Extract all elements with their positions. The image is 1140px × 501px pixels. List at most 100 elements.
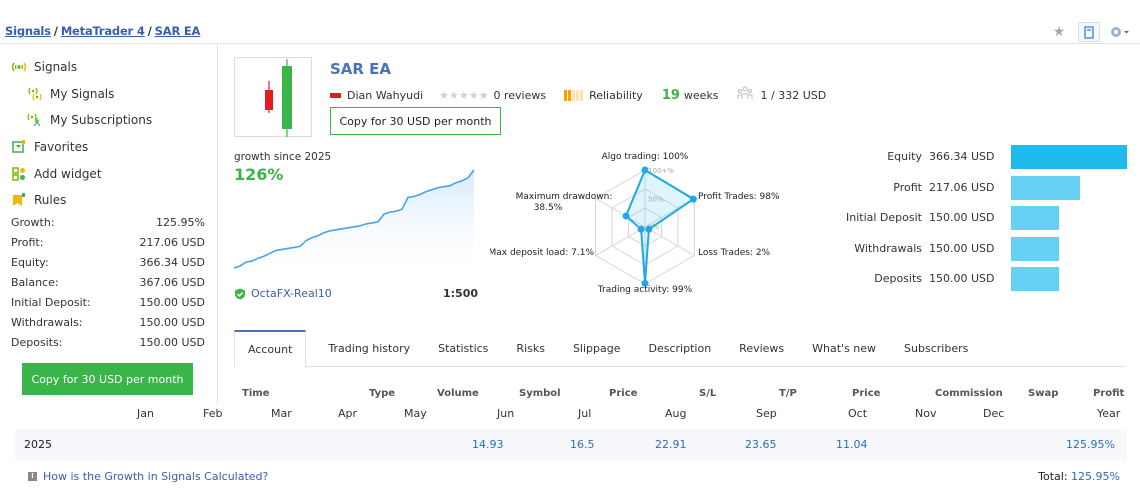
bookmark-icon[interactable] (1078, 22, 1100, 42)
tab-trading-history[interactable]: Trading history (328, 342, 411, 355)
summary-value: 150.00 USD (929, 241, 995, 255)
broker-server[interactable]: OctaFX-Real10 (234, 287, 332, 300)
sidebar-item-rules[interactable]: Rules (10, 187, 152, 214)
copy-button[interactable]: Copy for 30 USD per month (330, 107, 501, 135)
broker-name[interactable]: OctaFX-Real10 (251, 287, 332, 300)
column-header-commission: Commission (935, 388, 1003, 399)
radar-label-max-deposit-load: Max deposit load: 7.1% (490, 248, 594, 258)
radar-ring-label: 100+% (648, 167, 674, 175)
radar-area (624, 168, 696, 284)
favorites-icon (10, 139, 28, 155)
stat-value: 217.06 USD (139, 236, 206, 249)
radar-label-profit-trades: Profit Trades: 98% (698, 192, 780, 202)
subscribers-icon (737, 86, 753, 104)
gear-icon[interactable] (1108, 22, 1130, 42)
tab-subscribers[interactable]: Subscribers (904, 342, 969, 355)
column-header-swap: Swap (1028, 388, 1059, 399)
sidebar-copy-button[interactable]: Copy for 30 USD per month (22, 363, 193, 395)
month-header: Oct (848, 407, 868, 420)
column-header-type: Type (369, 388, 396, 399)
verified-shield-icon (235, 288, 245, 299)
help-link[interactable]: ! How is the Growth in Signals Calculate… (28, 470, 268, 483)
leverage: 1:500 (443, 287, 479, 300)
signal-meta: Dian Wahyudi ★★★★★ 0 reviews Reliability… (330, 86, 826, 104)
month-value-jun: 14.93 (472, 438, 504, 451)
trade-column-headers: Time Type Volume Symbol Price S/L T/P Pr… (0, 388, 1140, 402)
my-subscriptions-icon (26, 112, 44, 128)
month-header: Sep (756, 407, 777, 420)
reliability-label: Reliability (589, 88, 643, 102)
sidebar-item-my-signals[interactable]: My Signals (10, 81, 152, 108)
stat-label: Initial Deposit: (11, 296, 91, 309)
tab-description[interactable]: Description (648, 342, 712, 355)
summary-label: Deposits (874, 272, 922, 286)
stat-label: Balance: (11, 276, 59, 289)
month-header: Apr (338, 407, 358, 420)
month-header: Jan (137, 407, 154, 420)
summary-label: Equity (887, 150, 922, 163)
radar-axis (644, 226, 695, 256)
growth-area (234, 170, 474, 278)
year-row: 2025 14.93 16.5 22.91 23.65 11.04 125.95… (15, 429, 1127, 461)
month-value-oct: 11.04 (836, 438, 868, 451)
top-bar: Signals / MetaTrader 4/SAR EA ★ (0, 0, 1140, 44)
tab-statistics[interactable]: Statistics (438, 342, 489, 355)
stat-label: Equity: (11, 256, 49, 269)
column-header-time: Time (242, 388, 270, 399)
column-header-tp: T/P (779, 388, 797, 399)
sidebar-item-my-subscriptions[interactable]: My Subscriptions (10, 107, 152, 134)
summary-row-initial-deposit: Initial Deposit 150.00 USD (820, 204, 1135, 235)
stat-equity: Equity: 366.34 USD (11, 256, 205, 276)
info-icon: ! (28, 472, 37, 481)
month-header: Nov (915, 407, 937, 420)
growth-line (234, 169, 475, 269)
my-signals-icon (26, 86, 44, 102)
radar-label-maximum-drawdown-value: 38.5% (534, 203, 563, 213)
star-icon[interactable]: ★ (1052, 24, 1066, 40)
stat-value: 150.00 USD (139, 316, 206, 329)
help-link-text[interactable]: How is the Growth in Signals Calculated? (43, 470, 269, 483)
summary-bar (1011, 145, 1127, 169)
tab-reviews[interactable]: Reviews (739, 342, 785, 355)
stat-value: 150.00 USD (139, 296, 206, 309)
summary-bar (1011, 236, 1059, 261)
radar-point-algo-trading (641, 166, 649, 174)
month-headers: Jan Feb Mar Apr May Jun Jul Aug Sep Oct … (0, 407, 1140, 422)
author-link[interactable]: Dian Wahyudi (347, 88, 424, 102)
signal-title: SAR EA (330, 60, 392, 78)
breadcrumb-metatrader-4[interactable]: MetaTrader 4 (60, 24, 145, 38)
sidebar-item-signals[interactable]: Signals (10, 54, 152, 81)
growth-value: 126% (234, 165, 284, 184)
summary-bar (1011, 175, 1080, 200)
sidebar: Signals My Signals My Subscriptions Favo… (0, 44, 218, 404)
summary-label: Withdrawals (854, 241, 922, 255)
sidebar-item-favorites[interactable]: Favorites (10, 134, 152, 161)
stat-value: 367.06 USD (139, 276, 206, 289)
tab-account[interactable]: Account (234, 330, 307, 368)
radar-point-profit-trades (689, 195, 697, 203)
stat-value: 150.00 USD (139, 336, 206, 349)
signal-age: 19 weeks (662, 88, 719, 103)
breadcrumb-sar-ea[interactable]: SAR EA (154, 24, 201, 38)
breadcrumb-signals[interactable]: Signals (5, 24, 51, 38)
radar-label-loss-trades: Loss Trades: 2% (698, 248, 771, 258)
summary-bar (1011, 267, 1059, 292)
summary-value: 150.00 USD (929, 211, 995, 225)
growth-label: growth since 2025 (234, 151, 332, 163)
month-header: Year (1097, 407, 1121, 420)
sidebar-item-add-widget[interactable]: Add widget (10, 160, 152, 187)
summary-label: Initial Deposit (846, 211, 922, 225)
month-header: Aug (665, 407, 687, 420)
month-value-sep: 23.65 (745, 438, 777, 451)
sidebar-item-label: My Subscriptions (50, 113, 153, 128)
tab-slippage[interactable]: Slippage (572, 342, 621, 355)
sidebar-item-label: Signals (34, 60, 78, 75)
reviews-link[interactable]: 0 reviews (493, 88, 547, 102)
rating-stars-icon: ★★★★★ (439, 88, 489, 102)
subscribers-value: 1 / 332 USD (760, 88, 827, 102)
summary-label: Profit (893, 180, 922, 194)
radar-chart: 100+%50%0%Algo trading: 100%Profit Trade… (490, 152, 780, 295)
summary-value: 150.00 USD (929, 272, 995, 286)
tab-whats-new[interactable]: What's new (812, 342, 877, 355)
tab-risks[interactable]: Risks (516, 342, 545, 355)
